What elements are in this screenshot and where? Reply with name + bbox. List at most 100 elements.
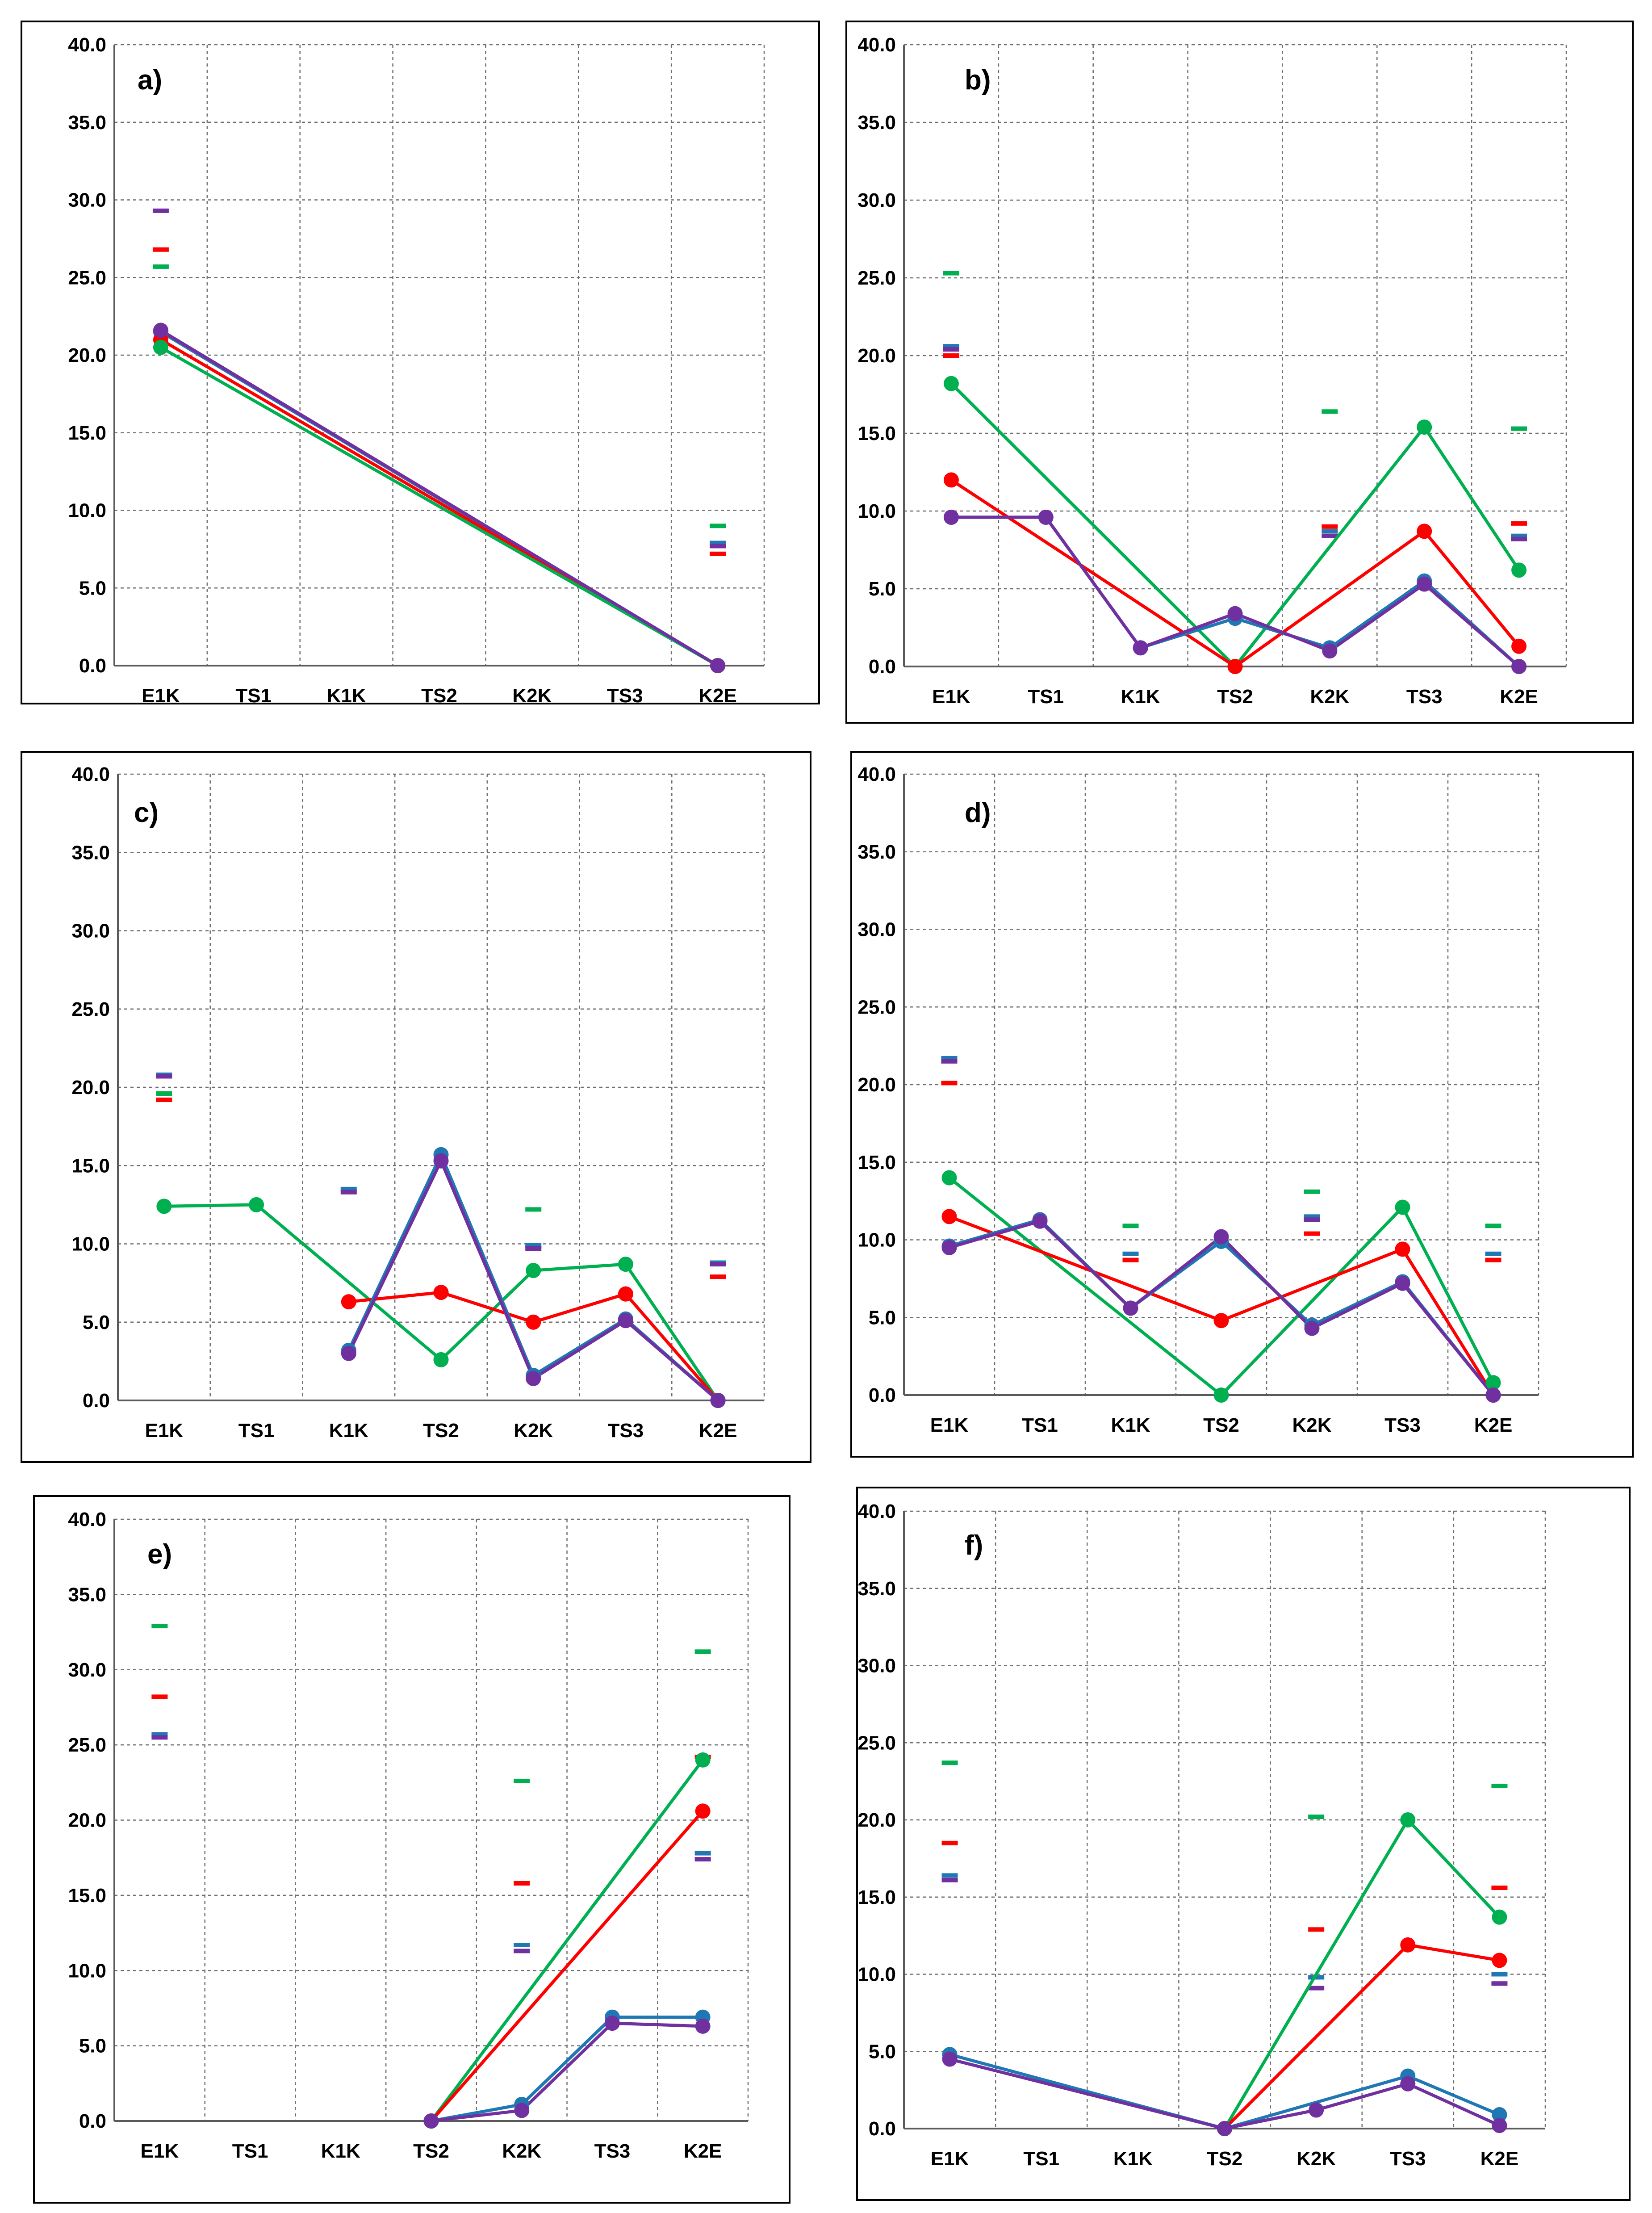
data-point-red: [1400, 1937, 1416, 1953]
data-point-green: [1417, 419, 1432, 435]
data-point-red: [1227, 659, 1243, 674]
data-point-red: [526, 1314, 541, 1330]
data-point-red: [433, 1285, 449, 1300]
dash-marker-blue: [514, 1943, 530, 1948]
x-tick-label: TS1: [1022, 1414, 1058, 1436]
dash-marker-blue: [941, 1873, 958, 1878]
data-point-green: [943, 376, 959, 391]
data-point-purple: [1322, 643, 1338, 659]
data-point-purple: [942, 2051, 958, 2067]
dash-marker-purple: [1322, 533, 1338, 538]
x-tick-label: TS3: [1406, 686, 1443, 708]
x-tick-label: K2E: [1474, 1414, 1513, 1436]
y-tick-label: 40.0: [71, 763, 110, 785]
dash-marker-purple: [514, 1949, 530, 1953]
y-tick-label: 40.0: [857, 1500, 896, 1522]
x-tick-label: K1K: [329, 1420, 368, 1442]
data-point-purple: [526, 1371, 541, 1386]
data-point-red: [941, 1209, 957, 1224]
data-point-purple: [433, 1153, 449, 1169]
data-point-purple: [1032, 1213, 1048, 1229]
dash-marker-red: [710, 1274, 726, 1279]
x-tick-label: TS1: [238, 1420, 275, 1442]
y-tick-label: 20.0: [68, 1810, 106, 1832]
dash-marker-red: [1485, 1257, 1501, 1262]
dash-marker-red: [1304, 1231, 1320, 1236]
panel-a: 0.0 5.0 10.0 15.0 20.0 25.0 30.0 35.0 40.0 E1K TS1…: [21, 21, 820, 707]
panel-frame: [845, 21, 1634, 724]
dash-marker-purple: [1304, 1217, 1320, 1222]
data-point-red: [341, 1294, 356, 1310]
x-tick-label: TS2: [423, 1420, 459, 1442]
dash-marker-blue: [710, 541, 726, 545]
dash-marker-blue: [1491, 1972, 1508, 1977]
y-tick-label: 5.0: [869, 2041, 896, 2062]
dash-marker-blue: [1304, 1214, 1320, 1219]
y-tick-label: 10.0: [71, 1233, 110, 1255]
dash-marker-blue: [694, 1851, 711, 1856]
series-line-green: [949, 382, 1521, 668]
panel-label: c): [134, 797, 159, 828]
panel-frame: [33, 1495, 790, 2204]
x-tick-label: E1K: [142, 685, 180, 707]
dash-marker-purple: [1308, 1986, 1325, 1991]
y-tick-label: 25.0: [857, 1732, 896, 1754]
x-tick-label: E1K: [141, 2140, 179, 2162]
data-point-purple: [1309, 2102, 1324, 2118]
data-point-green: [153, 339, 168, 355]
y-tick-label: 25.0: [857, 996, 896, 1018]
y-tick-label: 40.0: [68, 34, 106, 56]
x-tick-label: TS3: [594, 2140, 631, 2162]
dash-marker-purple: [943, 347, 959, 352]
data-point-purple: [710, 1393, 726, 1408]
x-tick-label: TS2: [421, 685, 457, 707]
data-point-green: [249, 1197, 264, 1212]
dash-marker-blue: [1122, 1251, 1139, 1256]
dash-marker-blue: [340, 1186, 357, 1191]
data-point-red: [1213, 1313, 1229, 1329]
y-tick-label: 35.0: [71, 842, 110, 863]
dash-marker-blue: [1308, 1975, 1325, 1980]
data-point-purple: [1304, 1320, 1320, 1336]
dash-marker-green: [1485, 1224, 1501, 1228]
series-line-red: [430, 1809, 705, 2123]
data-point-purple: [423, 2113, 439, 2129]
x-tick-label: TS1: [235, 685, 272, 707]
data-point-purple: [1123, 1300, 1138, 1316]
data-point-green: [1395, 1199, 1410, 1215]
y-tick-label: 15.0: [857, 1152, 896, 1174]
y-tick-label: 25.0: [857, 267, 896, 289]
y-tick-label: 15.0: [68, 1885, 106, 1907]
dash-marker-purple: [694, 1857, 711, 1862]
y-tick-label: 30.0: [71, 920, 110, 942]
y-tick-label: 25.0: [68, 267, 106, 289]
dash-marker-green: [694, 1649, 711, 1654]
data-point-red: [1395, 1241, 1410, 1257]
y-tick-label: 15.0: [857, 423, 896, 444]
x-tick-label: K2E: [1500, 686, 1538, 708]
dash-marker-red: [156, 1098, 172, 1102]
dash-marker-green: [525, 1207, 542, 1212]
data-point-purple: [710, 658, 726, 673]
data-point-red: [943, 472, 959, 488]
data-point-purple: [341, 1345, 356, 1361]
x-tick-label: K2K: [514, 1420, 553, 1442]
series-line-green: [430, 1758, 705, 2123]
y-tick-label: 10.0: [857, 1964, 896, 1986]
y-tick-label: 35.0: [857, 112, 896, 134]
panel-frame: [856, 1487, 1631, 2201]
x-tick-label: K2E: [699, 1420, 737, 1442]
dash-marker-red: [1511, 521, 1527, 526]
y-tick-label: 0.0: [79, 655, 106, 677]
series-line-red: [949, 478, 1521, 668]
data-point-green: [695, 1752, 711, 1768]
dash-marker-red: [152, 247, 169, 252]
dash-marker-red: [710, 551, 726, 556]
data-point-purple: [1217, 2121, 1232, 2136]
data-point-red: [1511, 638, 1527, 654]
y-tick-label: 5.0: [79, 2035, 106, 2057]
x-tick-label: K2K: [502, 2140, 541, 2162]
y-tick-label: 30.0: [68, 189, 106, 211]
y-tick-label: 25.0: [68, 1734, 106, 1756]
x-tick-label: TS3: [1384, 1414, 1421, 1436]
